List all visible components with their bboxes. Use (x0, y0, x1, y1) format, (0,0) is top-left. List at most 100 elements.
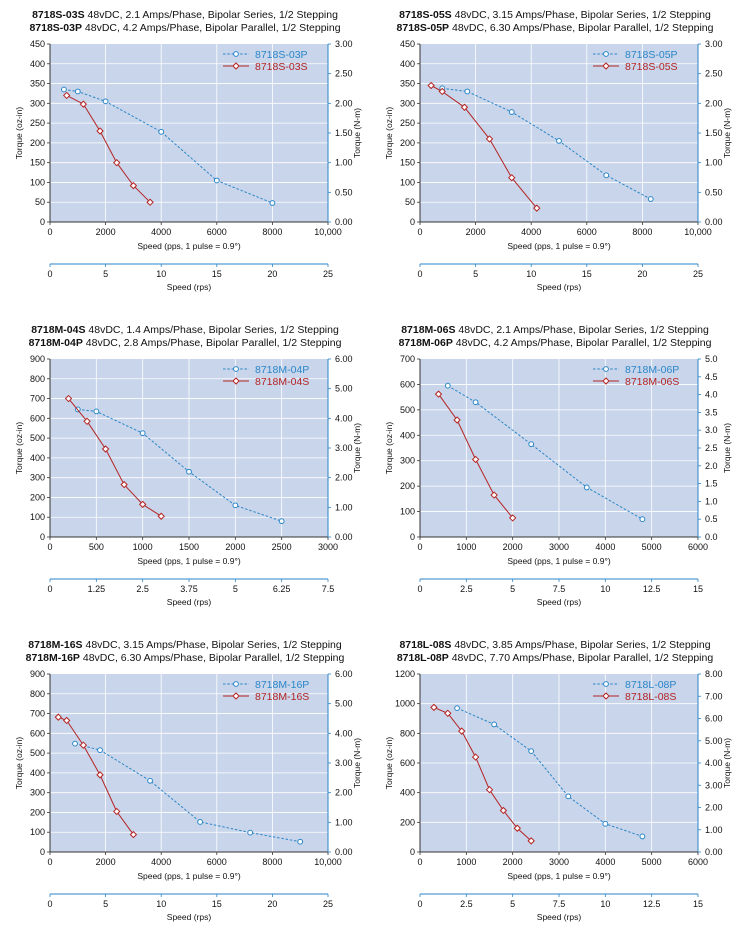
data-point (269, 200, 276, 206)
y-tick-label: 700 (30, 394, 45, 404)
data-point (79, 100, 88, 108)
data-point (83, 417, 91, 426)
data-point (64, 394, 73, 403)
data-point (93, 408, 100, 415)
data-point (213, 177, 220, 184)
title-model: 8718M-04P (28, 337, 83, 349)
series-line (66, 94, 151, 203)
x-tick-label: 4000 (595, 857, 615, 867)
legend-label: 8718L-08P (625, 679, 676, 691)
legend-marker (602, 62, 610, 70)
y-tick-label: 900 (30, 354, 45, 364)
x2-axis-label: Speed (rps) (537, 912, 582, 922)
data-point (472, 399, 479, 406)
x-axis-label: Speed (pps, 1 pulse = 0.9°) (137, 871, 241, 881)
x-tick-label: 1000 (456, 857, 476, 867)
data-point (556, 138, 562, 144)
y2-tick-label: 1.00 (705, 825, 723, 835)
y-tick-label: 350 (30, 79, 45, 89)
series-line (433, 706, 532, 842)
y-tick-label: 600 (30, 413, 45, 423)
x2-tick-label: 12.5 (643, 899, 661, 909)
data-point (139, 430, 146, 437)
y2-tick-label: 4.0 (705, 390, 718, 400)
y-tick-label: 100 (30, 827, 45, 837)
legend-label: 8718M-16S (255, 691, 309, 703)
data-point (113, 807, 121, 816)
data-point (471, 455, 480, 464)
data-point (444, 382, 451, 389)
legend-marker (603, 51, 609, 57)
data-point (457, 727, 466, 735)
chart-panel: 8718M-16S 48vDC, 3.15 Amps/Phase, Bipola… (0, 630, 370, 944)
legend-marker (602, 377, 610, 385)
title-spec: 48vDC, 6.30 Amps/Phase, Bipolar Parallel… (451, 22, 714, 34)
y-axis-label-left: Torque (oz-in) (384, 107, 394, 160)
data-point (278, 518, 285, 525)
y-tick-label: 300 (30, 98, 45, 108)
y2-tick-label: 1.0 (705, 496, 718, 506)
series-line (74, 743, 301, 843)
series-line (77, 408, 282, 522)
y-tick-label: 300 (30, 788, 45, 798)
x-tick-label: 1000 (133, 542, 153, 552)
y2-tick-label: 2.00 (705, 98, 723, 108)
y-tick-label: 1200 (395, 669, 415, 679)
y-tick-label: 400 (400, 59, 415, 69)
y-tick-label: 700 (30, 709, 45, 719)
y2-tick-label: 0.50 (705, 187, 723, 197)
title-line: 8718S-03P 48vDC, 4.2 Amps/Phase, Bipolar… (0, 22, 370, 35)
y-tick-label: 200 (30, 138, 45, 148)
x-axis-label: Speed (pps, 1 pulse = 0.9°) (507, 241, 611, 251)
title-spec: 48vDC, 4.2 Amps/Phase, Bipolar Parallel,… (455, 337, 712, 349)
y2-tick-label: 1.5 (705, 479, 718, 489)
y2-tick-label: 0.00 (335, 532, 353, 542)
y-tick-label: 1000 (395, 699, 415, 709)
y-axis-label-left: Torque (oz-in) (14, 107, 24, 160)
x-tick-label: 2000 (96, 227, 116, 237)
x-tick-label: 8000 (262, 857, 282, 867)
y2-tick-label: 8.00 (705, 669, 723, 679)
x-axis-label: Speed (pps, 1 pulse = 0.9°) (137, 241, 241, 251)
y2-tick-label: 2.5 (705, 443, 718, 453)
chart-title: 8718S-03S 48vDC, 2.1 Amps/Phase, Bipolar… (0, 9, 370, 35)
title-model: 8718S-03P (29, 22, 82, 34)
title-model: 8718S-05P (396, 22, 450, 34)
y-tick-label: 50 (405, 197, 415, 207)
data-point (508, 514, 517, 522)
x-tick-label: 0 (417, 542, 422, 552)
y-tick-label: 100 (400, 507, 415, 517)
x2-tick-label: 2.5 (460, 899, 473, 909)
legend-marker (232, 377, 240, 385)
x-tick-label: 5000 (642, 857, 662, 867)
x2-tick-label: 5 (510, 899, 515, 909)
y2-tick-label: 3.00 (705, 780, 723, 790)
y-tick-label: 0 (410, 217, 415, 227)
x-tick-label: 0 (47, 227, 52, 237)
data-point (602, 820, 609, 827)
x-tick-label: 6000 (577, 227, 597, 237)
y2-tick-label: 2.50 (335, 69, 353, 79)
y2-tick-label: 1.00 (335, 817, 353, 827)
plot-area (50, 674, 328, 852)
legend-marker (232, 62, 240, 70)
y-tick-label: 900 (30, 669, 45, 679)
y-axis-label-right: Torque (N-m) (352, 423, 362, 473)
y2-tick-label: 6.00 (705, 714, 723, 724)
title-line: 8718L-08S 48vDC, 3.85 Amps/Phase, Bipola… (370, 639, 740, 652)
y-tick-label: 450 (30, 39, 45, 49)
x2-axis-label: Speed (rps) (167, 282, 212, 292)
legend-label: 8718M-16P (255, 679, 309, 691)
data-point (490, 491, 498, 499)
y2-tick-label: 6.00 (335, 669, 353, 679)
y-axis-label-left: Torque (oz-in) (14, 422, 24, 475)
x-tick-label: 1000 (456, 542, 476, 552)
x-tick-label: 8000 (262, 227, 282, 237)
y2-tick-label: 2.00 (335, 788, 353, 798)
y2-tick-label: 0.00 (335, 217, 353, 227)
series-line (68, 398, 162, 517)
y2-tick-label: 4.00 (705, 758, 723, 768)
x2-tick-label: 0 (417, 899, 422, 909)
